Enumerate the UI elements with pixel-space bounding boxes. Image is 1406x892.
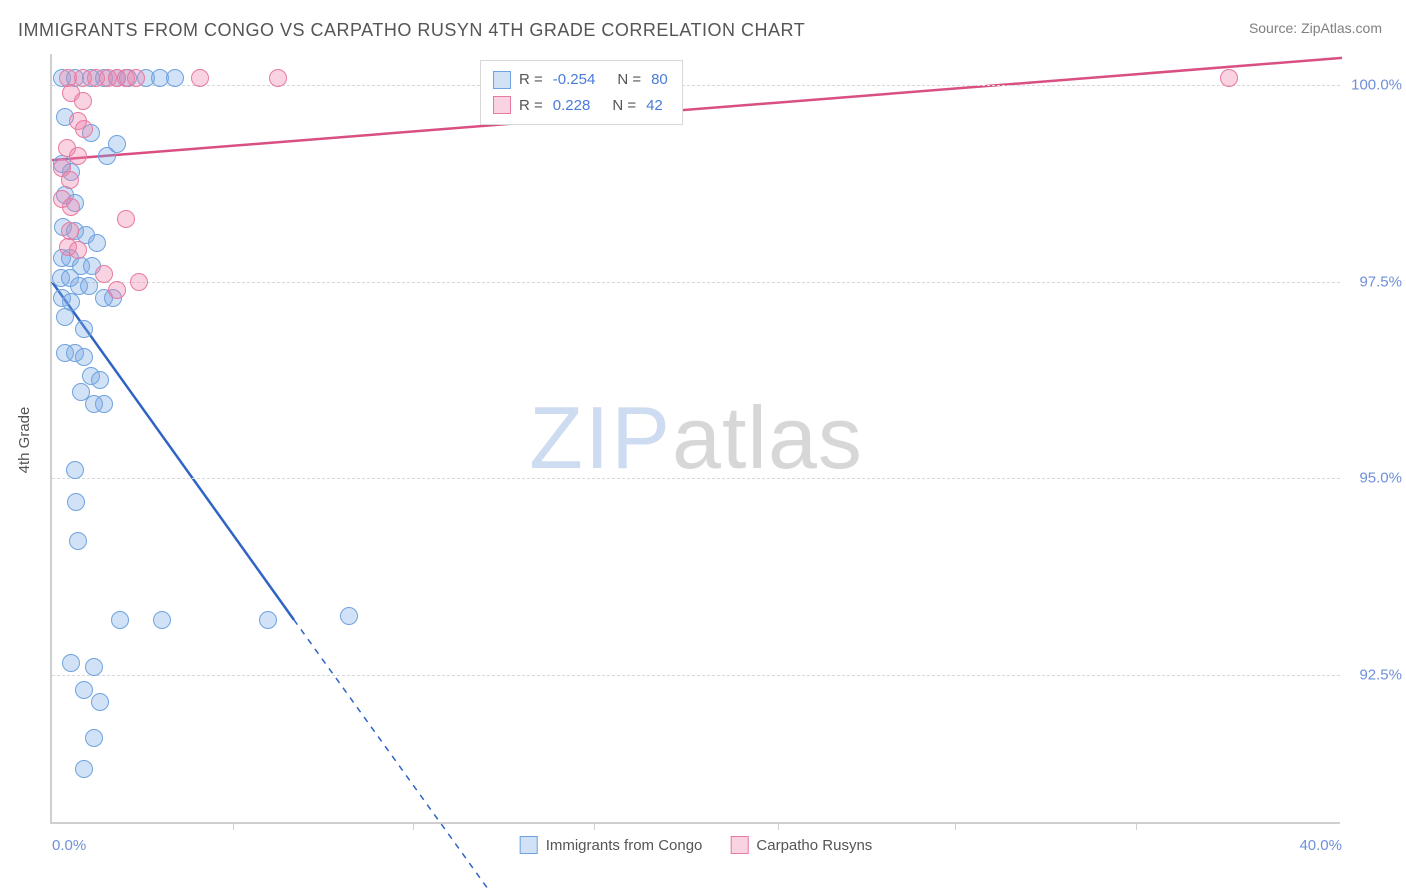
scatter-point — [75, 681, 93, 699]
scatter-point — [74, 92, 92, 110]
x-tick — [778, 822, 779, 830]
scatter-point — [61, 171, 79, 189]
y-tick-label: 95.0% — [1344, 470, 1402, 487]
watermark: ZIPatlas — [529, 387, 863, 489]
x-tick — [413, 822, 414, 830]
y-axis-label: 4th Grade — [16, 407, 33, 474]
legend-swatch — [520, 836, 538, 854]
correlation-legend: R =-0.254N =80R =0.228N =42 — [480, 60, 683, 125]
scatter-point — [130, 273, 148, 291]
x-tick-label: 40.0% — [1299, 837, 1342, 854]
scatter-point — [127, 69, 145, 87]
scatter-point — [69, 147, 87, 165]
scatter-point — [111, 611, 129, 629]
scatter-point — [75, 320, 93, 338]
n-value: 80 — [649, 67, 670, 93]
scatter-point — [108, 281, 126, 299]
scatter-point — [95, 395, 113, 413]
trend-lines — [52, 54, 1340, 822]
scatter-point — [85, 729, 103, 747]
scatter-point — [67, 493, 85, 511]
scatter-point — [75, 348, 93, 366]
scatter-point — [69, 532, 87, 550]
scatter-point — [62, 198, 80, 216]
gridline — [52, 675, 1340, 676]
scatter-point — [66, 461, 84, 479]
scatter-point — [153, 611, 171, 629]
scatter-point — [108, 135, 126, 153]
legend-label: Immigrants from Congo — [546, 837, 703, 854]
series-legend: Immigrants from Congo Carpatho Rusyns — [520, 836, 873, 854]
n-label: N = — [617, 67, 641, 93]
scatter-point — [75, 760, 93, 778]
r-label: R = — [519, 67, 543, 93]
scatter-point — [340, 607, 358, 625]
x-tick — [594, 822, 595, 830]
x-tick — [233, 822, 234, 830]
legend-row: R = -0.254 N = 80 — [493, 67, 670, 93]
scatter-point — [75, 120, 93, 138]
scatter-point — [62, 654, 80, 672]
legend-swatch — [493, 71, 511, 89]
r-label: R = — [519, 93, 543, 119]
chart-plot-area: ZIPatlas 92.5%95.0%97.5%100.0%0.0%40.0%I… — [50, 54, 1340, 824]
y-tick-label: 92.5% — [1344, 666, 1402, 683]
scatter-point — [88, 234, 106, 252]
scatter-point — [56, 308, 74, 326]
scatter-point — [85, 658, 103, 676]
chart-title: IMMIGRANTS FROM CONGO VS CARPATHO RUSYN … — [18, 20, 805, 41]
x-tick-label: 0.0% — [52, 837, 86, 854]
x-tick — [1136, 822, 1137, 830]
watermark-atlas: atlas — [672, 388, 863, 487]
scatter-point — [91, 371, 109, 389]
gridline — [52, 478, 1340, 479]
legend-item: Carpatho Rusyns — [730, 836, 872, 854]
gridline — [52, 85, 1340, 86]
scatter-point — [269, 69, 287, 87]
y-tick-label: 100.0% — [1344, 77, 1402, 94]
source-label: Source: ZipAtlas.com — [1249, 20, 1382, 36]
legend-swatch — [730, 836, 748, 854]
legend-item: Immigrants from Congo — [520, 836, 703, 854]
r-value: -0.254 — [551, 67, 598, 93]
scatter-point — [166, 69, 184, 87]
r-value: 0.228 — [551, 93, 593, 119]
scatter-point — [191, 69, 209, 87]
scatter-point — [259, 611, 277, 629]
scatter-point — [91, 693, 109, 711]
trend-line-extension — [294, 620, 504, 892]
scatter-point — [69, 241, 87, 259]
scatter-point — [95, 265, 113, 283]
n-label: N = — [612, 93, 636, 119]
y-tick-label: 97.5% — [1344, 273, 1402, 290]
x-tick — [955, 822, 956, 830]
gridline — [52, 282, 1340, 283]
scatter-point — [117, 210, 135, 228]
n-value: 42 — [644, 93, 665, 119]
watermark-zip: ZIP — [529, 388, 672, 487]
legend-row: R = 0.228 N = 42 — [493, 93, 670, 119]
trend-line — [52, 58, 1342, 160]
scatter-point — [1220, 69, 1238, 87]
legend-label: Carpatho Rusyns — [756, 837, 872, 854]
legend-swatch — [493, 96, 511, 114]
